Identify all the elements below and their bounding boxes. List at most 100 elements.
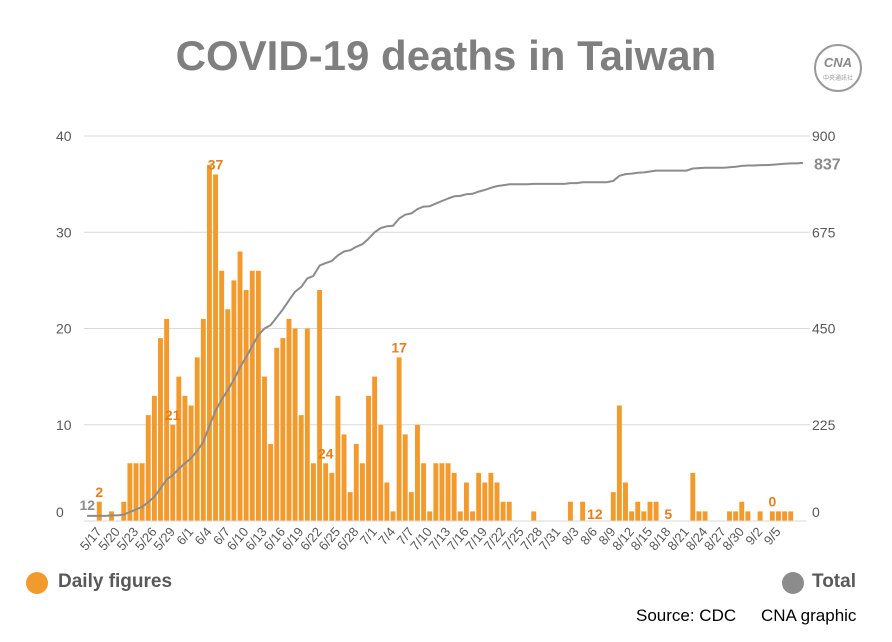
daily-bar — [635, 501, 641, 521]
daily-bar — [647, 501, 653, 521]
daily-bar — [200, 318, 206, 521]
daily-bar — [494, 482, 500, 521]
daily-bar — [482, 482, 488, 521]
daily-bar — [616, 405, 622, 521]
y-left-tick-label: 20 — [56, 321, 72, 337]
daily-bar — [255, 270, 261, 521]
daily-bar — [139, 463, 145, 521]
daily-bar — [353, 444, 359, 521]
daily-bar — [378, 424, 384, 521]
daily-bar — [249, 270, 255, 521]
daily-bar — [421, 463, 427, 521]
data-label: 17 — [391, 339, 407, 355]
data-label: 37 — [208, 157, 224, 173]
data-label: 0 — [768, 493, 776, 509]
daily-bar — [476, 472, 482, 521]
daily-bar — [206, 164, 212, 521]
y-right-tick-label: 225 — [812, 417, 836, 433]
daily-bar — [96, 501, 102, 521]
daily-bar — [641, 511, 647, 521]
chart-title: COVID-19 deaths in Taiwan — [175, 32, 717, 79]
daily-bar — [274, 347, 280, 521]
daily-bar — [304, 328, 310, 521]
total-line — [87, 161, 803, 517]
daily-bar — [286, 318, 292, 521]
daily-bar — [213, 174, 219, 521]
daily-bar — [372, 376, 378, 521]
daily-bar — [231, 280, 237, 521]
daily-bar — [439, 463, 445, 521]
daily-bar — [188, 405, 194, 521]
daily-bar — [769, 511, 775, 521]
daily-bar — [702, 511, 708, 521]
y-left-tick-label: 30 — [56, 224, 72, 240]
daily-bar — [451, 472, 457, 521]
daily-bar — [580, 501, 586, 521]
daily-bar — [488, 472, 494, 521]
daily-bar — [158, 338, 163, 521]
daily-bar — [782, 511, 788, 521]
daily-bar — [788, 511, 794, 521]
daily-bar — [347, 492, 353, 521]
daily-bar — [170, 424, 176, 521]
daily-bar — [567, 501, 573, 521]
daily-bar — [402, 434, 408, 521]
daily-bar — [164, 318, 170, 521]
daily-bar — [323, 463, 329, 521]
data-label: 837 — [814, 157, 841, 174]
legend-total-icon — [782, 572, 804, 594]
daily-bar — [445, 463, 451, 521]
daily-bar — [341, 434, 347, 521]
y-left-tick-label: 40 — [56, 128, 72, 144]
daily-bar — [629, 511, 635, 521]
logo-subtext: 中央通訊社 — [822, 76, 853, 82]
daily-bar — [237, 251, 243, 521]
daily-bar — [470, 511, 475, 521]
daily-bar — [433, 463, 439, 521]
y-left-tick-label: 10 — [56, 417, 72, 433]
daily-bar — [133, 463, 139, 521]
logo-text: CNA — [823, 55, 853, 70]
daily-bar — [182, 395, 188, 521]
daily-bar — [366, 395, 371, 521]
legend-daily-figures-icon — [26, 572, 48, 594]
daily-bar — [506, 501, 512, 521]
daily-bar — [427, 511, 433, 521]
daily-bar — [390, 511, 396, 521]
daily-bar — [268, 444, 274, 521]
daily-bar — [359, 463, 365, 521]
daily-bar — [457, 511, 463, 521]
daily-bar — [463, 482, 469, 521]
daily-bar — [500, 501, 506, 521]
daily-bar — [610, 492, 616, 521]
daily-bar — [335, 395, 341, 521]
legend-total-label: Total — [812, 571, 856, 592]
daily-bar — [623, 482, 628, 521]
y-right-tick-label: 675 — [812, 224, 836, 240]
daily-bar — [310, 463, 316, 521]
daily-bar — [225, 309, 231, 521]
daily-bar — [280, 338, 286, 521]
daily-bar — [298, 415, 304, 521]
daily-bar — [727, 511, 732, 521]
daily-bar — [776, 511, 781, 521]
credit-text: CNA graphic — [761, 606, 857, 625]
daily-bar — [176, 376, 182, 521]
daily-bar — [292, 328, 298, 521]
daily-bar — [219, 270, 225, 521]
daily-bar — [745, 511, 751, 521]
daily-bar — [243, 290, 249, 521]
daily-bar — [384, 482, 390, 521]
y-right-tick-label: 0 — [812, 504, 820, 520]
daily-bar — [415, 424, 420, 521]
data-label: 12 — [587, 506, 603, 522]
daily-bar — [733, 511, 739, 521]
daily-bar — [396, 357, 402, 521]
daily-bar — [329, 472, 335, 521]
data-label: 12 — [80, 497, 96, 513]
daily-bar — [317, 290, 323, 521]
y-right-tick-label: 900 — [812, 128, 836, 144]
daily-bar — [739, 501, 745, 521]
daily-bar — [262, 376, 267, 521]
